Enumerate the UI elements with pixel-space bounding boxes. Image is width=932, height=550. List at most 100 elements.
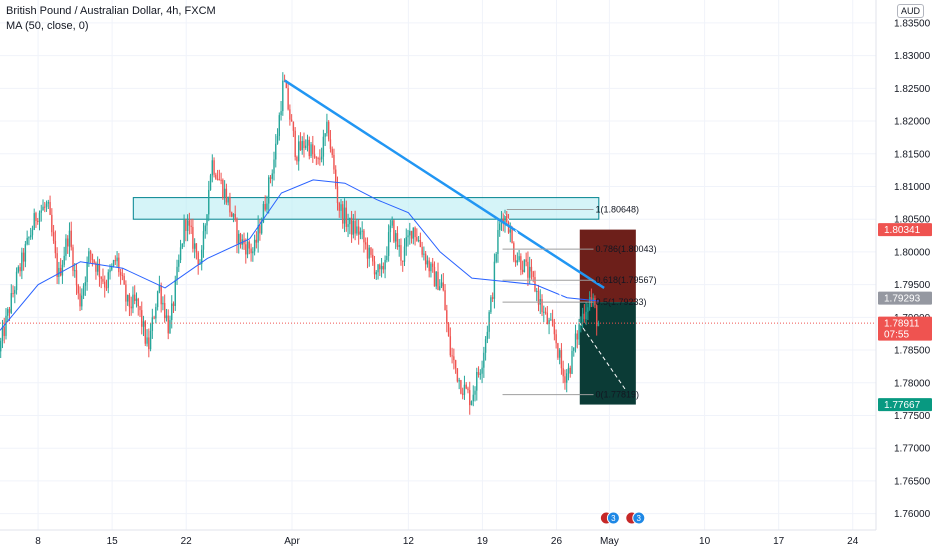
candle-body bbox=[289, 109, 291, 120]
candle-body bbox=[363, 230, 365, 243]
candle-body bbox=[507, 222, 510, 233]
candle-body bbox=[479, 373, 482, 375]
candle-body bbox=[578, 324, 580, 340]
candle-body bbox=[444, 290, 446, 311]
candle-body bbox=[171, 303, 173, 321]
ma-indicator-label[interactable]: MA (50, close, 0) bbox=[6, 20, 89, 32]
candle-body bbox=[232, 213, 235, 217]
candle-body bbox=[308, 139, 310, 157]
candle-body bbox=[134, 294, 136, 301]
candle-body bbox=[84, 282, 87, 286]
price-tag-bg bbox=[878, 316, 932, 341]
candle-body bbox=[33, 213, 35, 230]
trendline bbox=[283, 79, 605, 289]
candle-body bbox=[222, 179, 224, 198]
fib-label-0: 0(1.77819) bbox=[596, 390, 640, 400]
candle-body bbox=[301, 140, 303, 151]
candle-body bbox=[368, 247, 370, 259]
candle-body bbox=[206, 214, 208, 226]
candle-body bbox=[491, 297, 494, 299]
candle-body bbox=[435, 271, 437, 287]
candle-body bbox=[490, 297, 492, 313]
candle-body bbox=[379, 264, 381, 270]
candle-body bbox=[153, 317, 155, 319]
candle-body bbox=[303, 140, 305, 148]
candle-body bbox=[347, 224, 349, 227]
y-tick-label: 1.80000 bbox=[894, 247, 931, 258]
candle-body bbox=[162, 302, 164, 305]
fib-label-0.5: 0.5(1.79233) bbox=[596, 297, 647, 307]
candle-body bbox=[509, 229, 511, 233]
candle-body bbox=[446, 310, 448, 324]
price-tag-value: 1.79293 bbox=[884, 294, 921, 305]
candle-body bbox=[560, 350, 563, 369]
price-tag-bg bbox=[878, 223, 932, 237]
candle-body bbox=[324, 133, 326, 137]
candle-body bbox=[246, 241, 249, 255]
candle-body bbox=[252, 251, 254, 254]
currency-badge[interactable]: AUD bbox=[896, 4, 924, 18]
candle-body bbox=[74, 270, 76, 272]
candle-body bbox=[264, 203, 266, 210]
candle-body bbox=[516, 260, 519, 263]
candle-body bbox=[190, 225, 192, 228]
candle-body bbox=[394, 233, 397, 242]
candle-body bbox=[24, 244, 27, 262]
candle-body bbox=[185, 219, 187, 231]
candle-body bbox=[488, 312, 490, 332]
candle-body bbox=[430, 263, 432, 272]
candle-body bbox=[42, 206, 44, 211]
event-flag-icon bbox=[606, 511, 620, 525]
candle-body bbox=[26, 237, 28, 245]
candle-body bbox=[402, 260, 404, 262]
candle-body bbox=[484, 339, 487, 353]
candle-body bbox=[387, 232, 390, 256]
candle-body bbox=[278, 115, 280, 136]
candle-body bbox=[437, 271, 439, 291]
candle-body bbox=[320, 156, 323, 160]
candle-body bbox=[178, 260, 180, 267]
candle-body bbox=[486, 331, 489, 340]
candle-body bbox=[469, 390, 471, 406]
candle-body bbox=[144, 321, 146, 344]
candle-body bbox=[111, 266, 113, 270]
candle-body bbox=[81, 295, 83, 307]
candle-body bbox=[373, 261, 376, 275]
candle-body bbox=[595, 305, 598, 327]
candle-body bbox=[335, 169, 337, 187]
candle-body bbox=[132, 294, 134, 309]
candle-body bbox=[95, 262, 97, 272]
candle-body bbox=[276, 135, 279, 144]
candle-body bbox=[294, 130, 296, 157]
candle-body bbox=[183, 219, 185, 244]
y-tick-label: 1.81000 bbox=[894, 182, 931, 193]
candle-body bbox=[31, 229, 34, 236]
candle-body bbox=[176, 266, 178, 280]
candle-body bbox=[290, 119, 293, 122]
candle-body bbox=[583, 313, 586, 320]
candle-body bbox=[70, 230, 72, 248]
x-tick-label: 8 bbox=[35, 536, 41, 547]
x-tick-label: 12 bbox=[403, 536, 415, 547]
candle-body bbox=[467, 388, 469, 391]
candle-body bbox=[313, 154, 316, 158]
candle-body bbox=[223, 188, 226, 198]
candle-body bbox=[391, 220, 393, 226]
candle-body bbox=[453, 356, 455, 361]
candle-body bbox=[571, 350, 573, 374]
candle-body bbox=[306, 139, 309, 146]
symbol-title[interactable]: British Pound / Australian Dollar, 4h, F… bbox=[6, 5, 216, 17]
candle-body bbox=[567, 367, 570, 374]
candle-body bbox=[21, 252, 23, 272]
candle-body bbox=[333, 154, 335, 170]
candle-body bbox=[403, 246, 406, 262]
candle-body bbox=[104, 281, 106, 288]
fibonacci-retracement[interactable]: 1(1.80648) 0.786(1.80043) 0.618(1.79567) 0.… bbox=[502, 205, 657, 400]
candle-body bbox=[156, 291, 159, 308]
candle-body bbox=[597, 323, 600, 327]
candle-body bbox=[356, 226, 358, 234]
candle-body bbox=[585, 311, 587, 320]
candle-body bbox=[218, 179, 221, 181]
